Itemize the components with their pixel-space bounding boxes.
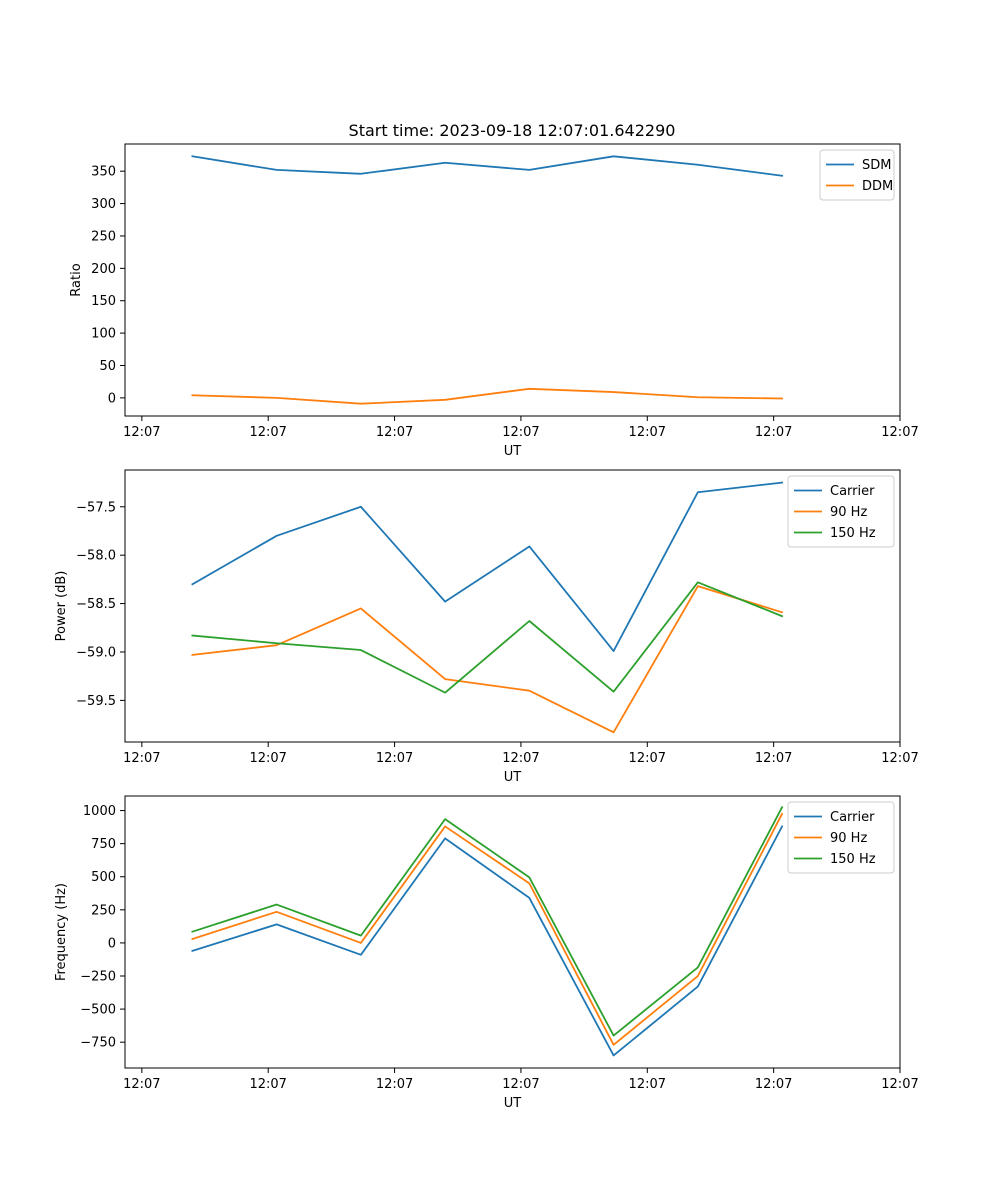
chart-title: Start time: 2023-09-18 12:07:01.642290	[349, 121, 676, 140]
panel-3: 12:07 12:07 12:07 12:07 12:07 12:07 12:07 −750 −…	[54, 795, 919, 1111]
series-line-90-hz	[191, 812, 784, 1046]
x-tick-label: 12:07	[123, 425, 160, 440]
plot-area-frame	[124, 143, 901, 417]
panel-1: 12:07 12:07 12:07 12:07 12:07 12:07 12:07 0 50 10…	[69, 143, 919, 459]
legend-box	[787, 475, 895, 548]
x-tick-label: 12:07	[629, 751, 666, 766]
x-tick-label: 12:07	[502, 751, 539, 766]
legend-label: Carrier	[830, 484, 875, 499]
x-tick-label: 12:07	[881, 751, 918, 766]
y-tick-label: 500	[91, 870, 116, 885]
y-tick-label: 1000	[83, 804, 116, 819]
legend-label: SDM	[862, 158, 891, 173]
series-line-150-hz	[191, 581, 784, 694]
y-tick-label: 100	[91, 327, 116, 342]
x-axis-label: UT	[504, 770, 522, 785]
x-tick-label: 12:07	[123, 751, 160, 766]
legend-label: 90 Hz	[830, 505, 867, 520]
y-tick-label: 0	[108, 391, 116, 406]
series-line-90-hz	[191, 585, 784, 734]
x-tick-label: 12:07	[123, 1077, 160, 1092]
legend: Carrier 90 Hz 150 Hz	[787, 475, 895, 548]
x-tick-label: 12:07	[376, 751, 413, 766]
x-tick-label: 12:07	[755, 1077, 792, 1092]
x-tick-label: 12:07	[881, 1077, 918, 1092]
y-axis-label: Ratio	[69, 263, 84, 296]
y-tick-label: −57.5	[76, 500, 116, 515]
x-tick-label: 12:07	[502, 425, 539, 440]
y-tick-label: −59.0	[76, 645, 116, 660]
legend-label: 90 Hz	[830, 831, 867, 846]
legend-label: DDM	[862, 179, 893, 194]
plot-area-frame	[124, 795, 901, 1069]
y-tick-label: 50	[99, 359, 116, 374]
x-tick-label: 12:07	[249, 425, 286, 440]
series-line-150-hz	[191, 806, 784, 1037]
y-tick-label: −59.5	[76, 694, 116, 709]
x-axis-label: UT	[504, 444, 522, 459]
x-tick-label: 12:07	[376, 1077, 413, 1092]
x-tick-label: 12:07	[502, 1077, 539, 1092]
x-tick-label: 12:07	[249, 751, 286, 766]
x-tick-label: 12:07	[249, 1077, 286, 1092]
legend-label: 150 Hz	[830, 526, 876, 541]
x-tick-label: 12:07	[755, 751, 792, 766]
series-line-carrier	[191, 825, 784, 1057]
panel-2: 12:07 12:07 12:07 12:07 12:07 12:07 12:07 −59.5…	[54, 469, 919, 785]
y-tick-label: 250	[91, 903, 116, 918]
y-tick-label: 200	[91, 262, 116, 277]
y-tick-label: 350	[91, 165, 116, 180]
x-axis-label: UT	[504, 1096, 522, 1111]
y-tick-label: 250	[91, 229, 116, 244]
y-tick-label: 750	[91, 837, 116, 852]
y-axis-label: Frequency (Hz)	[54, 883, 69, 981]
y-tick-label: −500	[80, 1003, 116, 1018]
x-tick-label: 12:07	[629, 1077, 666, 1092]
x-tick-label: 12:07	[755, 425, 792, 440]
legend-label: 150 Hz	[830, 852, 876, 867]
series-line-sdm	[191, 155, 784, 177]
series-line-ddm	[191, 387, 783, 405]
plot-area-frame	[124, 469, 901, 743]
y-tick-label: 300	[91, 197, 116, 212]
x-tick-label: 12:07	[881, 425, 918, 440]
y-tick-label: −250	[80, 970, 116, 985]
y-axis-label: Power (dB)	[54, 571, 69, 642]
legend: Carrier 90 Hz 150 Hz	[787, 801, 895, 874]
legend: SDM DDM	[819, 149, 895, 201]
y-tick-label: 150	[91, 294, 116, 309]
x-tick-label: 12:07	[376, 425, 413, 440]
series-line-carrier	[191, 481, 784, 652]
y-tick-label: 0	[108, 936, 116, 951]
legend-label: Carrier	[830, 810, 875, 825]
legend-box	[787, 801, 895, 874]
x-tick-label: 12:07	[629, 425, 666, 440]
y-tick-label: −750	[80, 1036, 116, 1051]
legend-box	[819, 149, 895, 201]
y-tick-label: −58.0	[76, 549, 116, 564]
y-tick-label: −58.5	[76, 597, 116, 612]
